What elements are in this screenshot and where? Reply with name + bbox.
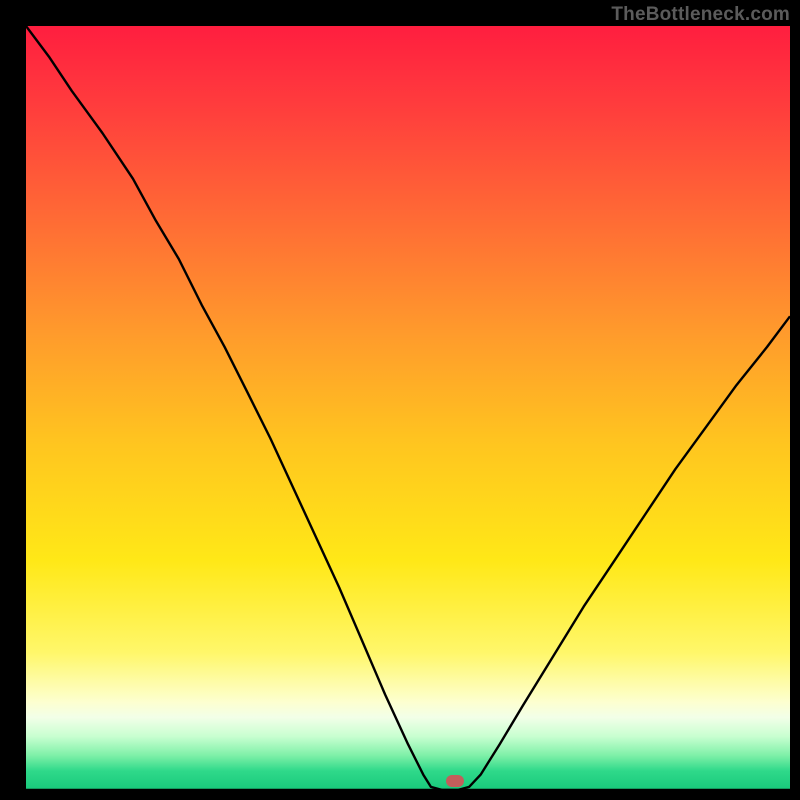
plot-area <box>26 26 790 790</box>
curve-layer <box>26 26 790 790</box>
watermark-text: TheBottleneck.com <box>611 4 790 26</box>
bottleneck-marker <box>446 775 464 787</box>
chart-canvas: TheBottleneck.com <box>0 0 800 800</box>
bottleneck-curve <box>26 26 790 790</box>
